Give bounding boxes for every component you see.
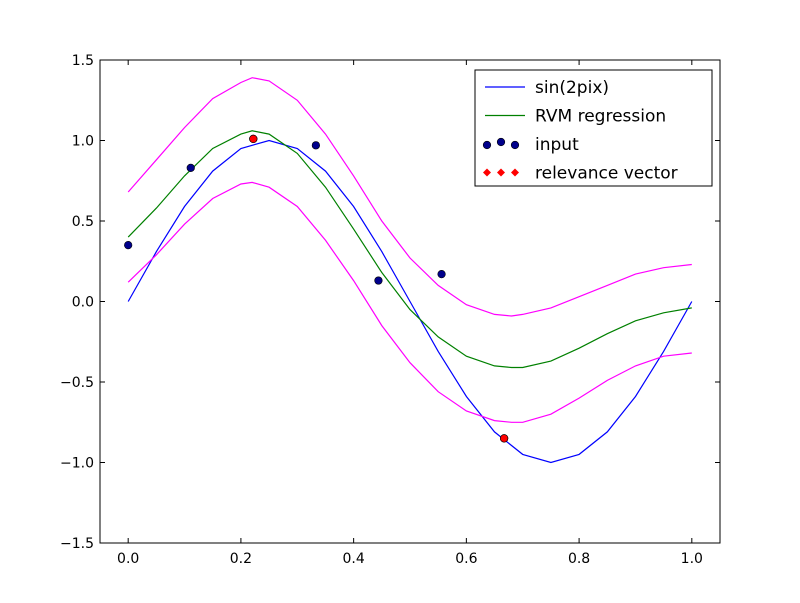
y-tick-label: 0.5 [72,214,94,230]
x-tick-label: 0.8 [568,551,590,567]
series-line-lower-band [127,181,692,423]
legend-label-input: input [535,135,579,155]
x-tick-label: 0.2 [230,551,252,567]
legend-box [474,69,713,187]
legend-swatch-input [496,137,506,147]
x-tick-label: 1.0 [681,551,703,567]
y-tick-label: −0.5 [60,375,94,391]
x-tick-label: 0.4 [343,551,365,567]
data-point-relevance-vector [500,434,509,443]
plot-area [124,77,693,464]
series-line-upper-band [127,77,692,317]
legend-label-rvm-regression: RVM regression [535,107,666,127]
legend-swatch-relevance-vector [497,168,505,177]
legend-swatch-input [482,140,492,150]
x-tick-label: 0.0 [117,551,139,567]
data-point-input [186,163,195,172]
legend: sin(2pix) RVM regression input relevance ve… [474,69,713,187]
y-tick-label: 0.0 [72,295,94,311]
legend-label-relevance-vector: relevance vector [535,164,678,184]
legend-swatch-input [510,140,520,150]
legend-label-sin-2pix-: sin(2pix) [535,78,609,98]
series-line-rvm-regression [127,130,692,369]
legend-swatch-relevance-vector [483,168,491,177]
y-tick-label: −1.0 [60,456,94,472]
y-tick-label: 1.0 [72,134,94,150]
data-point-input [311,141,320,150]
x-tick-label: 0.6 [455,551,477,567]
legend-swatch-relevance-vector [511,168,519,177]
axes: 0.0 0.2 0.4 0.6 0.8 1.0 −1.5 −1.0 −0.5 0.0 0.5 1.0 1… [60,53,721,567]
y-tick-label: 1.5 [72,53,94,69]
data-point-relevance-vector [249,134,258,143]
data-point-input [124,241,133,250]
series-line-sin-2pix- [127,139,693,464]
y-tick-label: −1.5 [60,536,94,552]
data-point-input [437,270,446,279]
data-point-input [374,276,383,285]
